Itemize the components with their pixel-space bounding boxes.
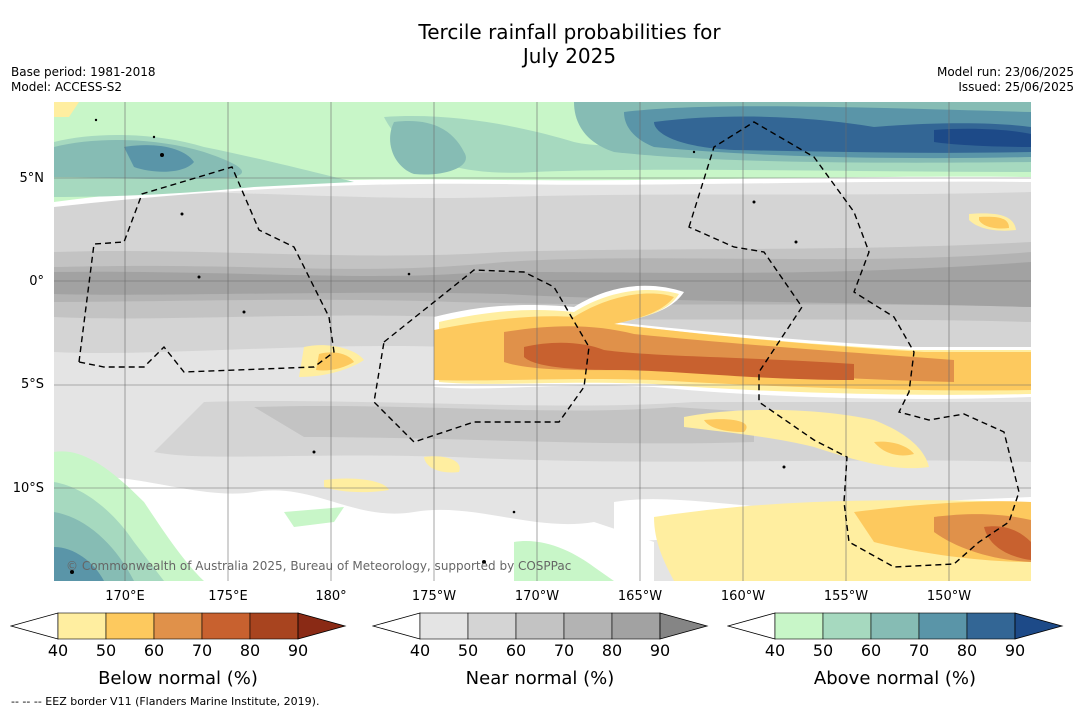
lon-label: 170°E (105, 589, 145, 604)
colorbar-segment (57, 612, 107, 640)
colorbar-segment (918, 612, 968, 640)
colorbar-segment (515, 612, 565, 640)
above-normal-southwest (54, 451, 614, 581)
lon-label: 175°W (411, 589, 457, 604)
meta-right: Model run: 23/06/2025 Issued: 25/06/2025 (937, 65, 1074, 95)
lat-label-0: 0° (29, 274, 44, 289)
below-normal-regions (299, 213, 1031, 581)
lon-label: 150°W (926, 589, 972, 604)
colorbar-near-normal (372, 612, 709, 640)
lon-label: 160°W (720, 589, 766, 604)
lon-label: 165°W (617, 589, 663, 604)
colorbar-tick-label: 40 (47, 641, 69, 660)
colorbar-label-near: Near normal (%) (465, 668, 615, 689)
probability-map: © Commonwealth of Australia 2025, Bureau… (54, 102, 1031, 581)
colorbar-under-arrow (727, 612, 776, 640)
colorbar-tick-label: 60 (143, 641, 165, 660)
colorbar-tick-label: 80 (601, 641, 623, 660)
colorbar-segment (966, 612, 1016, 640)
colorbar-above-normal (727, 612, 1064, 640)
colorbar-segments (727, 612, 1064, 640)
meta-left: Base period: 1981-2018 Model: ACCESS-S2 (11, 65, 156, 95)
colorbar-tick-label: 70 (553, 641, 575, 660)
colorbar-segment (105, 612, 155, 640)
colorbar-tick-label: 90 (287, 641, 309, 660)
colorbar-tick-label: 40 (409, 641, 431, 660)
colorbar-segment (822, 612, 872, 640)
colorbar-segment (201, 612, 251, 640)
colorbar-segment (419, 612, 469, 640)
colorbar-over-arrow (1014, 612, 1064, 640)
lon-label: 180° (315, 589, 347, 604)
colorbar-label-above: Above normal (%) (813, 668, 977, 689)
colorbar-segment (153, 612, 203, 640)
eez-footnote: -- -- -- EEZ border V11 (Flanders Marine… (11, 695, 320, 708)
colorbar-over-arrow (297, 612, 347, 640)
copyright-text: © Commonwealth of Australia 2025, Bureau… (66, 559, 571, 573)
lon-label: 155°W (823, 589, 869, 604)
lon-label: 170°W (514, 589, 560, 604)
colorbar-below-normal (10, 612, 347, 640)
map-title: Tercile rainfall probabilities for July … (0, 20, 1085, 68)
colorbar-tick-label: 80 (239, 641, 261, 660)
colorbar-segments (10, 612, 347, 640)
model-name: Model: ACCESS-S2 (11, 80, 123, 94)
colorbar-tick-label: 60 (505, 641, 527, 660)
colorbar-tick-label: 70 (191, 641, 213, 660)
title-line-2: July 2025 (522, 44, 617, 68)
colorbar-tick-label: 90 (649, 641, 671, 660)
colorbar-tick-label: 50 (457, 641, 479, 660)
colorbar-under-arrow (372, 612, 421, 640)
base-period: Base period: 1981-2018 (11, 65, 156, 79)
colorbar-segment (563, 612, 613, 640)
colorbar-label-below: Below normal (%) (98, 668, 258, 689)
lat-label-5n: 5°N (19, 171, 45, 186)
issued-date: Issued: 25/06/2025 (958, 80, 1074, 94)
colorbar-tick-label: 60 (860, 641, 882, 660)
islands (70, 118, 798, 574)
colorbar-segment (467, 612, 517, 640)
lon-label: 175°E (208, 589, 248, 604)
colorbar-tick-label: 40 (764, 641, 786, 660)
colorbar-segments (372, 612, 709, 640)
title-line-1: Tercile rainfall probabilities for (418, 20, 721, 44)
eez-borders (78, 121, 1020, 568)
model-run: Model run: 23/06/2025 (936, 65, 1074, 79)
colorbar-segment (774, 612, 824, 640)
colorbar-segment (249, 612, 299, 640)
colorbar-over-arrow (659, 612, 709, 640)
colorbar-tick-label: 70 (908, 641, 930, 660)
colorbar-tick-label: 80 (956, 641, 978, 660)
colorbar-tick-label: 90 (1004, 641, 1026, 660)
lat-label-5s: 5°S (20, 377, 44, 392)
lat-label-10s: 10°S (12, 481, 44, 496)
colorbar-tick-label: 50 (95, 641, 117, 660)
colorbar-segment (870, 612, 920, 640)
colorbar-tick-label: 50 (812, 641, 834, 660)
colorbar-under-arrow (10, 612, 59, 640)
colorbar-segment (611, 612, 661, 640)
